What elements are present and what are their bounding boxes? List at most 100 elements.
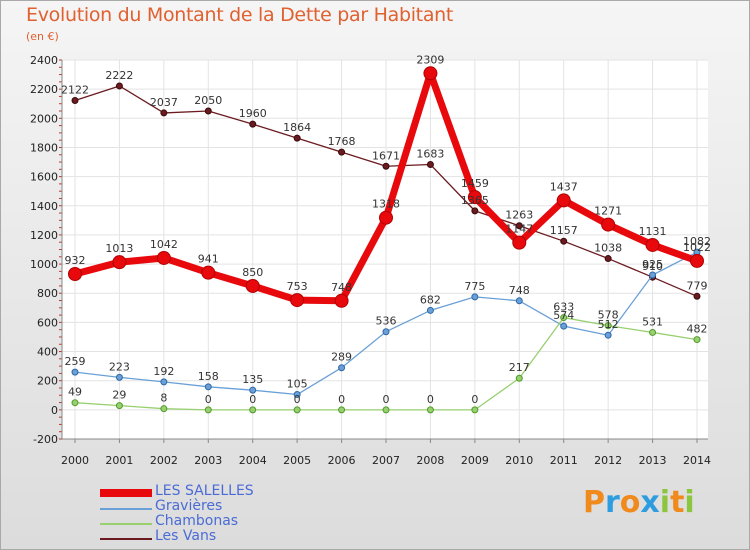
data-label-chambonas: 633	[553, 301, 574, 314]
data-label-gravieres: 158	[198, 370, 219, 383]
data-label-chambonas: 49	[68, 386, 82, 399]
x-tick-label: 2007	[372, 454, 400, 467]
data-label-les-salelles: 1013	[105, 242, 133, 255]
data-point-les-vans	[115, 82, 123, 90]
data-label-les-vans: 1157	[550, 224, 578, 237]
data-label-les-vans: 1365	[461, 194, 489, 207]
y-tick-label: 1800	[30, 141, 58, 154]
x-tick-label: 2009	[461, 454, 489, 467]
data-label-chambonas: 482	[687, 323, 708, 336]
proxiti-logo: Proxiti	[583, 485, 695, 520]
data-label-les-salelles: 941	[198, 253, 219, 266]
data-label-les-vans: 1768	[328, 135, 356, 148]
data-point-les-vans	[560, 237, 568, 245]
data-point-gravieres	[604, 331, 612, 339]
legend-swatch-gravieres	[100, 508, 152, 510]
data-point-les-salelles	[645, 237, 660, 252]
data-point-gravieres	[160, 378, 168, 386]
data-label-chambonas: 0	[471, 393, 478, 406]
data-point-les-vans	[249, 120, 257, 128]
data-label-les-vans: 779	[687, 279, 708, 292]
data-point-les-salelles	[112, 255, 127, 270]
data-point-chambonas	[249, 406, 257, 414]
data-point-les-vans	[382, 162, 390, 170]
data-label-gravieres: 748	[509, 284, 530, 297]
x-tick-label: 2008	[416, 454, 444, 467]
data-point-chambonas	[204, 406, 212, 414]
data-point-les-salelles	[512, 235, 527, 250]
data-point-chambonas	[693, 336, 701, 344]
data-label-les-salelles: 1271	[594, 205, 622, 218]
data-point-gravieres	[649, 271, 657, 279]
data-point-les-vans	[293, 134, 301, 142]
data-point-gravieres	[382, 328, 390, 336]
data-point-les-vans	[515, 222, 523, 230]
y-tick-label: 2400	[30, 54, 58, 67]
data-point-chambonas	[293, 406, 301, 414]
data-point-les-vans	[204, 107, 212, 115]
data-label-chambonas: 0	[427, 393, 434, 406]
data-label-gravieres: 259	[65, 355, 86, 368]
legend-label: Chambonas	[155, 513, 239, 529]
data-label-gravieres: 135	[242, 373, 263, 386]
data-label-les-salelles: 850	[242, 266, 263, 279]
data-label-les-salelles: 1042	[150, 238, 178, 251]
data-point-gravieres	[471, 293, 479, 301]
y-tick-label: 0	[51, 404, 58, 417]
data-point-les-vans	[693, 292, 701, 300]
data-point-chambonas	[71, 399, 79, 407]
data-point-les-salelles	[467, 190, 482, 205]
data-label-les-salelles: 932	[65, 254, 86, 267]
legend-swatch-les-vans	[100, 538, 152, 540]
x-tick-label: 2014	[683, 454, 711, 467]
legend-label: Les Vans	[155, 528, 217, 544]
data-label-les-vans: 1864	[283, 121, 311, 134]
data-label-les-vans: 2037	[150, 96, 178, 109]
data-point-les-salelles	[201, 265, 216, 280]
y-tick-label: 1600	[30, 171, 58, 184]
data-label-les-vans: 1038	[594, 242, 622, 255]
data-label-les-salelles: 1022	[683, 241, 711, 254]
data-point-chambonas	[560, 314, 568, 322]
data-point-les-vans	[426, 161, 434, 169]
data-label-chambonas: 217	[509, 361, 530, 374]
data-label-les-salelles: 748	[331, 281, 352, 294]
x-tick-label: 2005	[283, 454, 311, 467]
data-point-gravieres	[71, 368, 79, 376]
data-label-gravieres: 682	[420, 293, 441, 306]
y-tick-label: 2000	[30, 112, 58, 125]
y-tick-label: 800	[37, 287, 58, 300]
data-label-gravieres: 223	[109, 360, 130, 373]
data-label-gravieres: 512	[598, 318, 619, 331]
y-tick-label: 200	[37, 375, 58, 388]
data-point-les-salelles	[690, 253, 704, 268]
data-label-les-vans: 1263	[505, 209, 533, 222]
x-tick-label: 2004	[239, 454, 267, 467]
x-tick-label: 2013	[639, 454, 667, 467]
data-point-les-vans	[160, 109, 168, 117]
y-tick-label: 400	[37, 346, 58, 359]
y-tick-label: 600	[37, 316, 58, 329]
data-point-gravieres	[338, 364, 346, 372]
data-point-les-vans	[338, 148, 346, 156]
data-point-les-salelles	[290, 293, 305, 308]
data-label-gravieres: 925	[642, 258, 663, 271]
data-label-les-vans: 2122	[61, 84, 89, 97]
y-tick-label: 1400	[30, 200, 58, 213]
data-label-les-salelles: 1437	[550, 180, 578, 193]
y-tick-label: 2200	[30, 83, 58, 96]
data-label-les-vans: 1960	[239, 107, 267, 120]
data-point-les-salelles	[334, 293, 349, 308]
y-tick-label: 1000	[30, 258, 58, 271]
data-label-gravieres: 536	[376, 315, 397, 328]
data-point-gravieres	[515, 297, 523, 305]
data-point-chambonas	[382, 406, 390, 414]
data-label-les-salelles: 1318	[372, 198, 400, 211]
x-tick-label: 2000	[61, 454, 89, 467]
data-point-gravieres	[204, 383, 212, 391]
x-tick-label: 2010	[505, 454, 533, 467]
data-label-les-vans: 2050	[194, 94, 222, 107]
data-label-gravieres: 192	[153, 365, 174, 378]
data-point-gravieres	[249, 386, 257, 394]
x-tick-label: 2006	[328, 454, 356, 467]
